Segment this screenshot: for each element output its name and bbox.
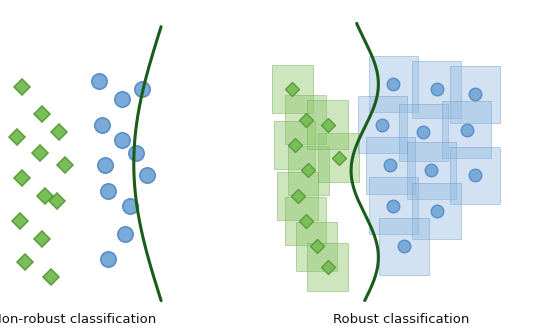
Bar (275, 121, 316, 169)
Bar (450, 66, 500, 123)
Bar (286, 197, 327, 245)
Bar (399, 104, 448, 161)
Bar (407, 142, 456, 199)
Bar (288, 146, 329, 194)
Bar (450, 147, 500, 204)
Bar (277, 172, 318, 220)
Bar (307, 101, 348, 149)
Bar (442, 101, 491, 158)
Text: Non-robust classification: Non-robust classification (0, 313, 156, 326)
Bar (272, 65, 313, 113)
Bar (358, 96, 407, 153)
Text: Robust classification: Robust classification (333, 313, 470, 326)
Bar (296, 222, 337, 271)
Bar (412, 61, 461, 118)
Bar (412, 183, 461, 239)
Bar (318, 133, 359, 182)
Bar (369, 177, 418, 234)
Bar (286, 96, 327, 144)
Bar (379, 218, 429, 275)
Bar (307, 242, 348, 291)
Bar (369, 56, 418, 113)
Bar (366, 137, 415, 194)
